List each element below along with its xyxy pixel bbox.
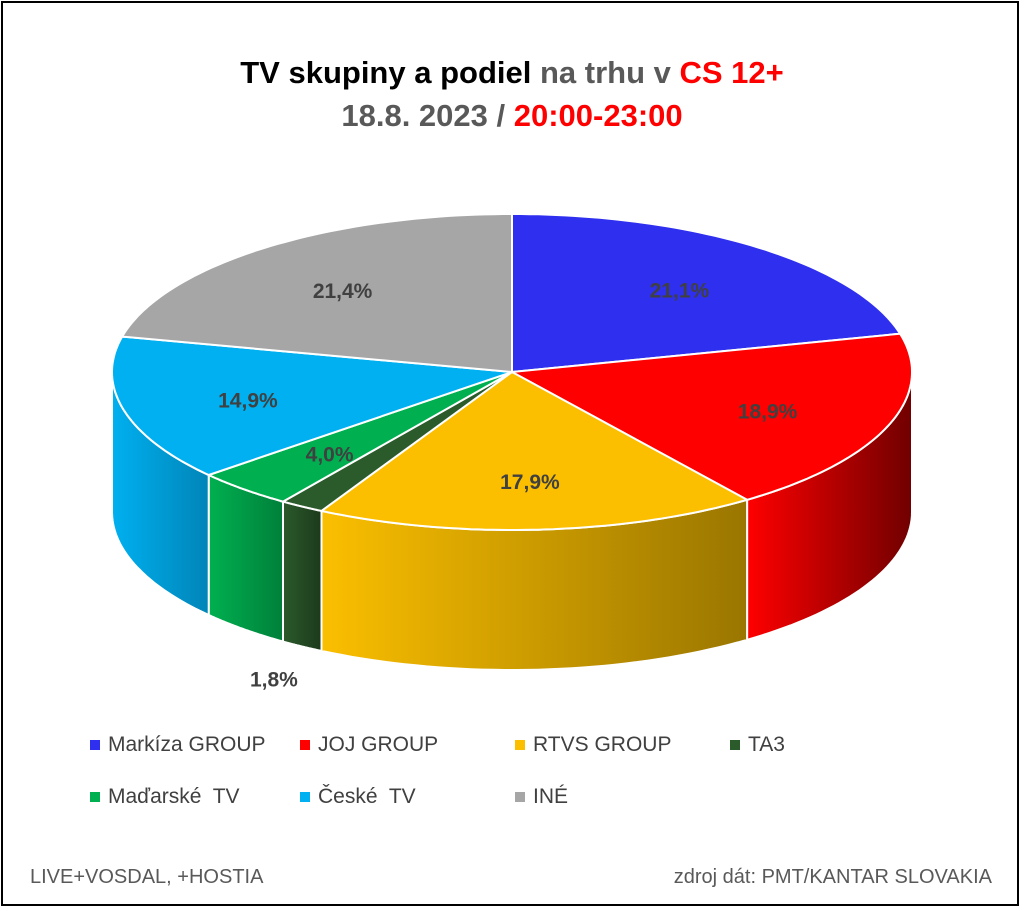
legend-label: České TV: [318, 785, 416, 808]
legend-label: INÉ: [533, 785, 569, 808]
legend-label: Maďarské TV: [108, 785, 240, 808]
legend-swatch: [300, 740, 310, 750]
data-label-madarske-tv: 4,0%: [306, 444, 354, 467]
legend-swatch: [515, 740, 525, 750]
legend-label: Markíza GROUP: [108, 733, 266, 756]
legend-swatch: [90, 792, 100, 802]
data-label-rtvs-group: 17,9%: [500, 471, 560, 494]
pie-slice-ceske-tv: [111, 335, 513, 477]
pie-side-ta3: [282, 500, 323, 653]
title-part3: CS 12+: [679, 55, 784, 90]
legend-swatch: [730, 740, 740, 750]
data-label-markiza-group: 21,1%: [650, 279, 710, 302]
title-part2: na trhu v: [531, 55, 680, 90]
legend-swatch: [90, 740, 100, 750]
title-time: 20:00-23:00: [513, 98, 683, 133]
legend-label: JOJ GROUP: [318, 733, 439, 756]
pie-slice-joj-group: [508, 332, 913, 501]
footer-right: zdroj dát: PMT/KANTAR SLOVAKIA: [673, 866, 992, 888]
data-label-joj-group: 18,9%: [738, 401, 798, 424]
title-part1: TV skupiny a podiel: [240, 55, 532, 90]
pie-slice-ta3: [280, 371, 513, 512]
pie-slice-markiza-group: [511, 213, 902, 374]
legend-item-joj-group: JOJ GROUP: [300, 733, 438, 757]
legend-item-rtvs-group: RTVS GROUP: [515, 733, 671, 757]
legend-item-ine: INÉ: [515, 785, 568, 809]
chart-title-line1: TV skupiny a podiel na trhu v CS 12+: [0, 55, 1024, 91]
legend-swatch: [300, 792, 310, 802]
legend-item-markiza-group: Markíza GROUP: [90, 733, 266, 757]
legend-item-ta3: TA3: [730, 733, 785, 757]
title-date: 18.8. 2023 /: [341, 98, 514, 133]
pie-side-madarske-tv: [207, 473, 284, 643]
footer-left: LIVE+VOSDAL, +HOSTIA: [30, 866, 264, 888]
data-label-ine: 21,4%: [313, 280, 373, 303]
pie-slice-rtvs-group: [319, 370, 750, 531]
legend-item-madarske-tv: Maďarské TV: [90, 785, 240, 809]
data-label-ta3: 1,8%: [250, 669, 298, 692]
data-label-ceske-tv: 14,9%: [218, 390, 278, 413]
pie-slice-ine: [120, 213, 513, 374]
pie-slice-madarske-tv: [205, 371, 513, 503]
legend-swatch: [515, 792, 525, 802]
legend-label: RTVS GROUP: [533, 733, 672, 756]
legend-label: TA3: [748, 733, 785, 756]
legend-item-ceske-tv: České TV: [300, 785, 416, 809]
chart-title-line2: 18.8. 2023 / 20:00-23:00: [0, 98, 1024, 134]
